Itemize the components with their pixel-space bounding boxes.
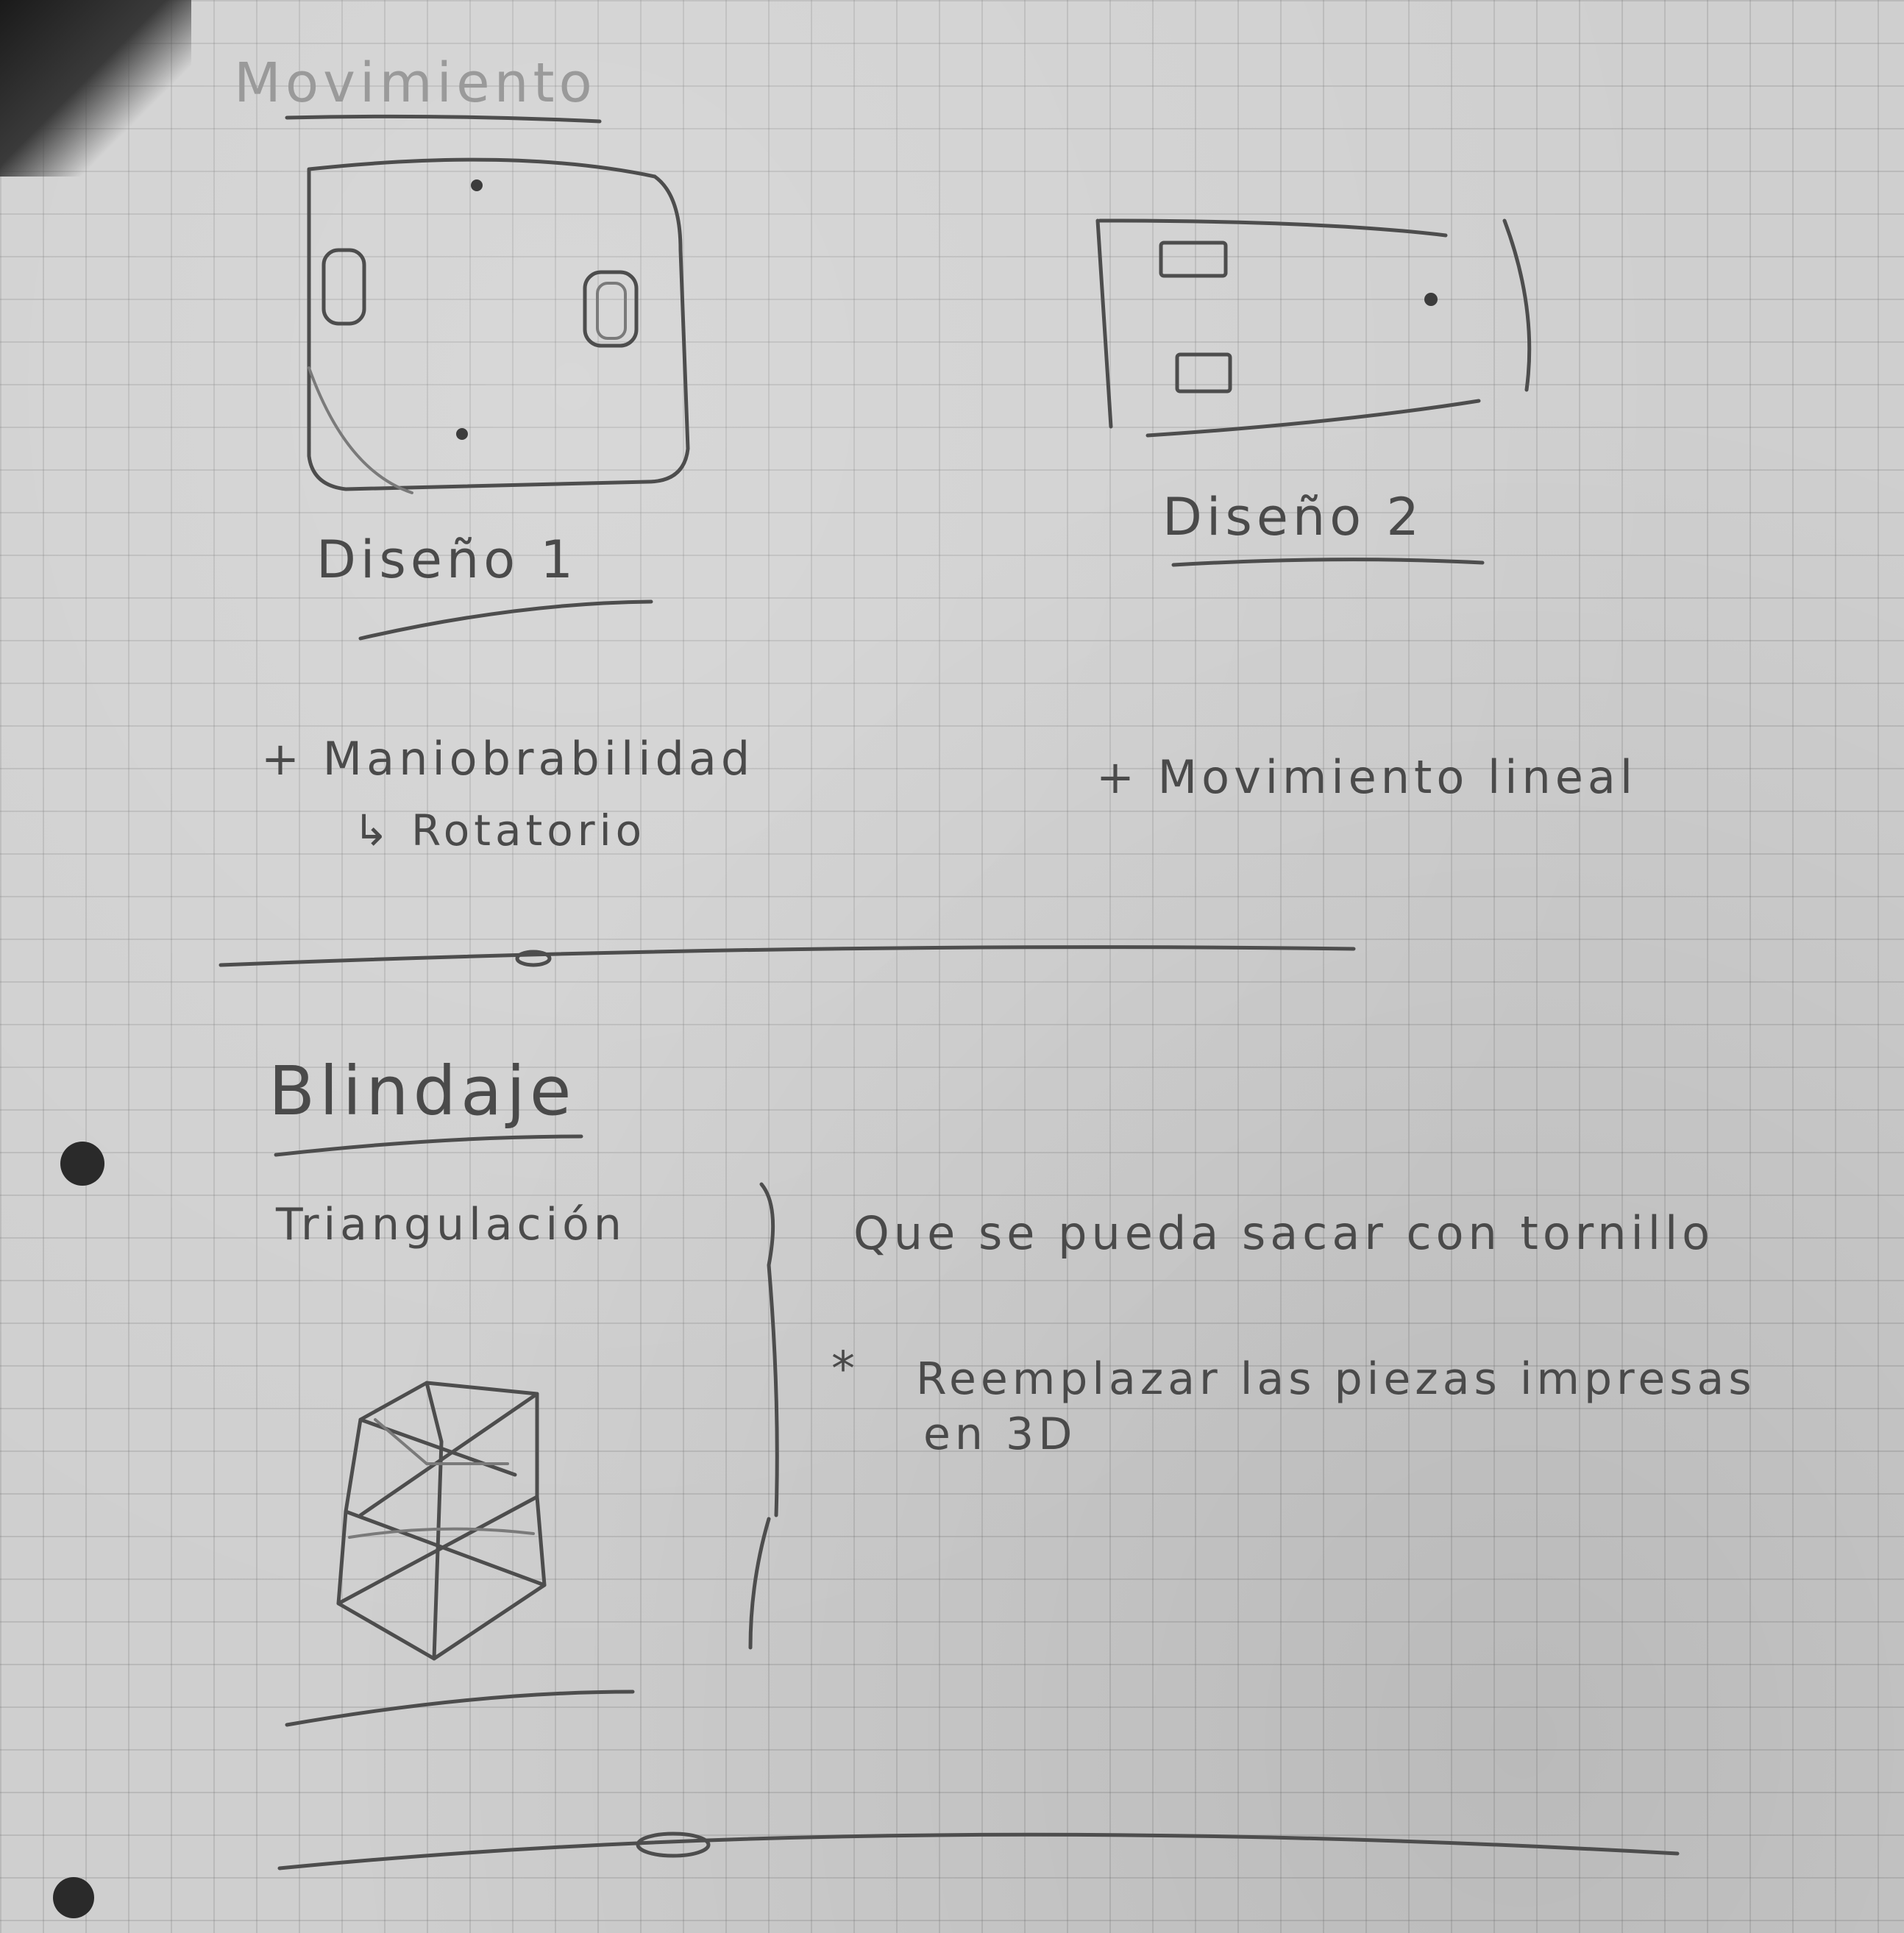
- section-divider: [219, 945, 1356, 967]
- note-line-3: en 3D: [923, 1409, 1077, 1460]
- wheel-left: [322, 248, 366, 326]
- wheel-right: [583, 270, 639, 348]
- binder-hole: [53, 1877, 94, 1918]
- page-corner-shadow: [0, 0, 191, 177]
- design-2-drawing: [1095, 218, 1532, 438]
- wheel-bottom: [1175, 352, 1232, 394]
- wheel-top: [1159, 241, 1228, 278]
- caster-top: [471, 179, 483, 191]
- bottom-divider: [277, 1832, 1680, 1870]
- title-underline: [285, 114, 602, 124]
- design-2-underline: [1171, 558, 1485, 567]
- triangulation-label: Triangulación: [276, 1199, 626, 1250]
- section2-title: Blindaje: [269, 1052, 576, 1131]
- page-title: Movimiento: [234, 51, 597, 115]
- triangulation-drawing: [336, 1381, 547, 1661]
- caster-bottom: [456, 428, 468, 440]
- bracket: [759, 1182, 779, 1517]
- note-line-1: Que se pueda sacar con tornillo: [853, 1206, 1715, 1260]
- caster: [1424, 293, 1438, 306]
- design-1-drawing: [307, 157, 690, 494]
- design-1-subnote: ↳ Rotatorio: [353, 805, 647, 855]
- design-1-label: Diseño 1: [316, 530, 578, 590]
- note-line-2: Reemplazar las piezas impresas: [916, 1353, 1756, 1405]
- design-1-note: + Maniobrabilidad: [261, 732, 755, 786]
- section2-bottom-line: [285, 1690, 635, 1727]
- design-2-note: + Movimiento lineal: [1096, 750, 1638, 804]
- section2-underline: [274, 1134, 583, 1157]
- design-1-underline: [358, 599, 653, 641]
- design-2-label: Diseño 2: [1162, 487, 1424, 547]
- binder-hole: [60, 1142, 104, 1186]
- bullet-asterisk: *: [831, 1342, 855, 1397]
